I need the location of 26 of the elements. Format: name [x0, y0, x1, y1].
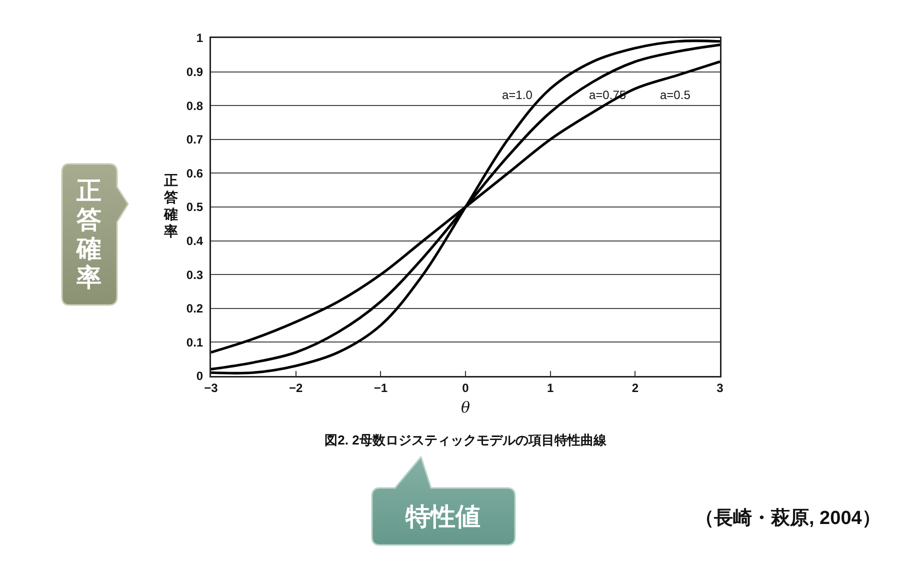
y-tick-label: 0.8 — [186, 98, 204, 113]
x-axis-title: θ — [460, 398, 470, 417]
x-tick-label: −1 — [374, 380, 388, 395]
annotation: a=1.0 — [502, 88, 533, 102]
x-tick-label: 2 — [632, 380, 639, 395]
text: 図2. 2母数ロジスティックモデルの項目特性曲線 — [324, 432, 608, 448]
text: 特性値 — [406, 502, 480, 530]
text: （長崎・萩原, 2004） — [695, 508, 881, 528]
x-tick-label: 0 — [462, 380, 470, 395]
y-tick-label: 0.7 — [186, 132, 204, 147]
x-tick-label: −3 — [204, 380, 218, 395]
y-tick-label: 0.4 — [186, 234, 204, 248]
y-tick-label: 1 — [196, 31, 204, 46]
x-tick-label: −2 — [288, 380, 303, 395]
text: 正答確率 — [76, 177, 102, 293]
x-tick-label: 3 — [716, 380, 724, 395]
y-tick-label: 0 — [196, 369, 204, 384]
y-tick-label: 0.6 — [186, 166, 204, 180]
y-axis-title: 正答確率 — [164, 173, 178, 241]
x-tick-label: 1 — [546, 380, 554, 395]
y-tick-label: 0.5 — [186, 200, 204, 214]
y-tick-label: 0.1 — [186, 335, 204, 350]
annotation: a=0.5 — [660, 88, 691, 102]
y-tick-label: 0.2 — [186, 302, 204, 316]
y-tick-label: 0.3 — [186, 268, 204, 282]
y-tick-label: 0.9 — [186, 65, 204, 79]
